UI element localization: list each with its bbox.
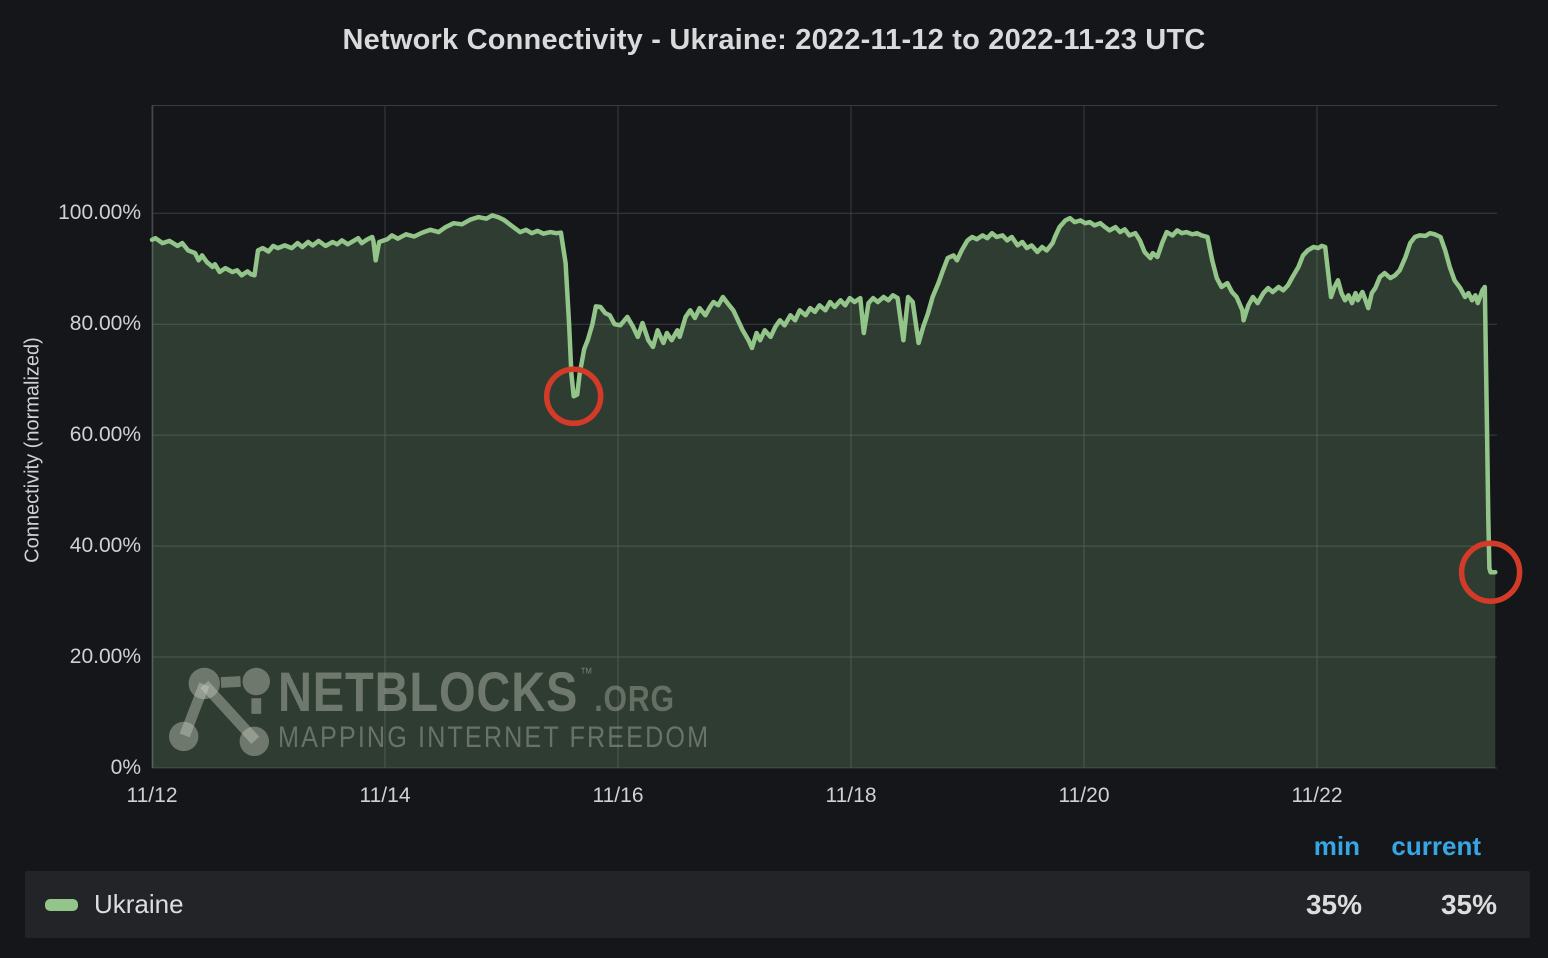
plot-area[interactable]: NETBLOCKS ™ .ORG MAPPING INTERNET FREEDO… [149, 105, 1523, 769]
legend-row-ukraine: Ukraine 35% 35% [25, 871, 1530, 938]
y-tick-label: 100.00% [58, 201, 141, 225]
x-tick-label: 11/22 [1291, 784, 1343, 807]
netblocks-wordmark: NETBLOCKS ™ .ORG MAPPING INTERNET FREEDO… [278, 659, 711, 754]
netblocks-brand-text: NETBLOCKS [278, 659, 579, 723]
y-axis-label: Connectivity (normalized) [21, 337, 44, 563]
series-current-value: 35% [1440, 888, 1497, 920]
netblocks-watermark: NETBLOCKS ™ .ORG MAPPING INTERNET FREEDO… [168, 656, 792, 760]
series-min-value: 35% [1305, 888, 1362, 920]
trademark-symbol: ™ [579, 664, 593, 682]
x-tick-label: 11/12 [126, 784, 178, 807]
y-tick-label: 20.00% [69, 645, 141, 669]
x-tick-label: 11/16 [592, 784, 644, 807]
legend-column-current[interactable]: current [1391, 831, 1481, 861]
x-tick-label: 11/14 [359, 784, 411, 807]
y-tick-label: 60.00% [69, 423, 141, 447]
netblocks-tagline: MAPPING INTERNET FREEDOM [278, 720, 711, 754]
y-tick-label: 0% [110, 756, 141, 779]
connectivity-area-chart[interactable] [149, 105, 1523, 769]
legend-column-min[interactable]: min [1313, 831, 1360, 861]
series-name-label[interactable]: Ukraine [94, 889, 184, 919]
series-color-swatch[interactable] [45, 898, 78, 911]
y-tick-label: 80.00% [69, 312, 141, 336]
x-tick-label: 11/20 [1058, 784, 1110, 807]
network-nodes-icon [168, 667, 270, 757]
x-tick-label: 11/18 [825, 784, 877, 807]
netblocks-org-text: .ORG [594, 677, 675, 719]
y-tick-label: 40.00% [69, 534, 141, 558]
chart-title: Network Connectivity - Ukraine: 2022-11-… [342, 24, 1206, 56]
